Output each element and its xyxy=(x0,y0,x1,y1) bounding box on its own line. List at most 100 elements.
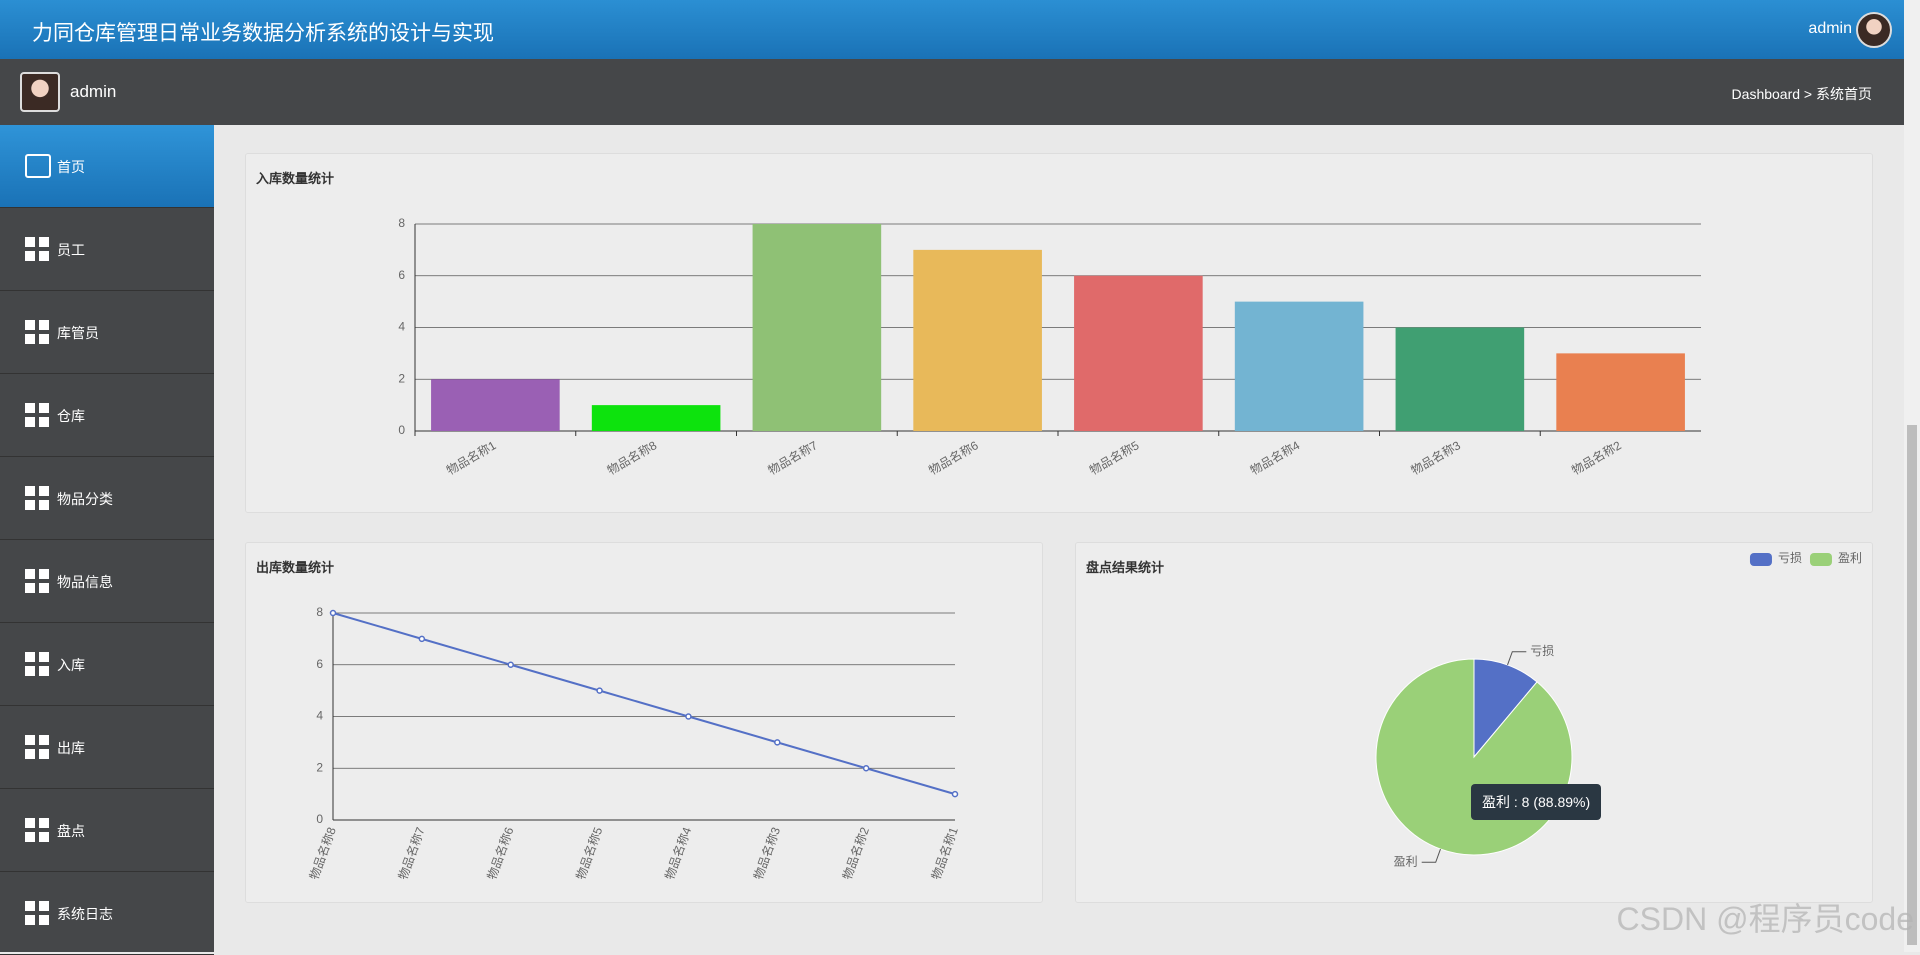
point xyxy=(951,790,959,798)
x-tick-label: 物品名称1 xyxy=(928,825,961,882)
menu-label: 物品信息 xyxy=(57,574,113,590)
menu-label: 物品分类 xyxy=(57,491,113,507)
sub-bar: admin Dashboard > 系统首页 xyxy=(0,59,1904,125)
y-tick-label: 4 xyxy=(316,709,323,723)
point xyxy=(685,713,692,720)
user-name: admin xyxy=(70,82,117,101)
menu-item[interactable]: 盘点 xyxy=(0,789,214,872)
x-tick-label: 物品名称4 xyxy=(661,825,694,882)
point xyxy=(418,635,426,643)
point xyxy=(507,661,514,668)
x-tick-label: 物品名称7 xyxy=(395,825,428,882)
y-tick-label: 8 xyxy=(398,216,405,230)
legend-swatch xyxy=(1749,553,1772,566)
panel: 出库数量统计 xyxy=(245,542,1043,903)
menu-label: 入库 xyxy=(57,657,85,673)
menu-icon xyxy=(25,237,49,261)
x-tick-label: 物品名称8 xyxy=(306,825,339,882)
avatar[interactable] xyxy=(1856,12,1892,48)
menu-item[interactable]: 库管员 xyxy=(0,291,214,374)
bar xyxy=(431,379,560,431)
menu-item[interactable]: 物品分类 xyxy=(0,457,214,540)
x-tick-label: 物品名称3 xyxy=(750,825,783,882)
pie-label: 盈利 xyxy=(1394,854,1418,868)
menu-icon xyxy=(25,569,49,593)
point xyxy=(774,739,781,746)
menu-item[interactable]: 物品信息 xyxy=(0,540,214,623)
scrollbar[interactable] xyxy=(1904,0,1920,952)
panel-title: 出库数量统计 xyxy=(256,560,335,575)
x-tick-label: 物品名称5 xyxy=(1087,437,1142,477)
menu-label: 盘点 xyxy=(57,823,85,839)
x-tick-label: 物品名称6 xyxy=(926,437,981,477)
app-title: 力同仓库管理日常业务数据分析系统的设计与实现 xyxy=(32,22,494,45)
leader-line xyxy=(1421,848,1441,863)
x-tick-label: 物品名称2 xyxy=(1569,437,1624,477)
point xyxy=(329,609,337,617)
y-tick-label: 0 xyxy=(398,423,405,437)
menu-label: 仓库 xyxy=(57,408,85,424)
pie-slice xyxy=(1473,658,1538,759)
panel-title: 盘点结果统计 xyxy=(1086,560,1165,575)
tooltip: 盈利 : 8 (88.89%) xyxy=(1471,784,1602,820)
y-tick-label: 4 xyxy=(398,320,405,334)
x-tick-label: 物品名称1 xyxy=(444,437,499,477)
y-tick-label: 6 xyxy=(398,268,405,282)
point xyxy=(596,687,603,694)
x-tick-label: 物品名称5 xyxy=(573,825,606,882)
bar xyxy=(752,224,882,431)
bar xyxy=(1234,301,1364,431)
y-tick-label: 2 xyxy=(398,371,405,385)
pie-label: 亏损 xyxy=(1530,644,1554,658)
menu-label: 出库 xyxy=(57,740,85,756)
scroll-thumb[interactable] xyxy=(1907,425,1917,945)
x-tick-label: 物品名称7 xyxy=(765,437,820,477)
menu-icon xyxy=(25,901,49,925)
sidebar: 首页员工库管员仓库物品分类物品信息入库出库盘点系统日志 xyxy=(0,125,214,955)
menu-item[interactable]: 员工 xyxy=(0,208,214,291)
bar xyxy=(591,405,721,431)
menu-icon xyxy=(25,403,49,427)
breadcrumb[interactable]: Dashboard > 系统首页 xyxy=(1731,86,1872,102)
menu-item[interactable]: 出库 xyxy=(0,706,214,789)
x-tick-label: 物品名称4 xyxy=(1247,437,1302,477)
menu-icon xyxy=(25,818,49,842)
y-tick-label: 2 xyxy=(316,760,323,774)
x-tick-label: 物品名称6 xyxy=(484,825,517,882)
top-bar: 力同仓库管理日常业务数据分析系统的设计与实现 admin xyxy=(0,0,1920,59)
panel: 入库数量统计 xyxy=(245,153,1873,513)
legend-label: 亏损 xyxy=(1778,551,1802,565)
legend-swatch xyxy=(1809,553,1832,566)
legend-label: 盈利 xyxy=(1838,551,1862,565)
leader-line xyxy=(1507,651,1527,666)
panel-title: 入库数量统计 xyxy=(256,171,335,186)
line xyxy=(332,612,956,796)
bar xyxy=(1074,275,1203,431)
menu-icon xyxy=(25,652,49,676)
menu-icon xyxy=(25,154,51,178)
menu-icon xyxy=(25,735,49,759)
y-tick-label: 6 xyxy=(316,657,323,671)
menu-label: 系统日志 xyxy=(57,906,113,922)
avatar xyxy=(20,72,60,112)
watermark: CSDN @程序员code xyxy=(1616,901,1914,937)
x-tick-label: 物品名称2 xyxy=(839,825,872,882)
pie-slice xyxy=(1375,658,1573,856)
bar xyxy=(913,249,1042,431)
y-tick-label: 8 xyxy=(316,605,323,619)
point xyxy=(862,765,870,772)
bar xyxy=(1556,353,1685,431)
menu-item[interactable]: 首页 xyxy=(0,125,214,208)
x-tick-label: 物品名称3 xyxy=(1408,437,1463,477)
y-tick-label: 0 xyxy=(316,812,323,826)
user-name[interactable]: admin xyxy=(1808,20,1852,37)
menu-icon xyxy=(25,320,49,344)
menu-label: 库管员 xyxy=(57,325,99,341)
menu-label: 首页 xyxy=(57,159,85,175)
menu-item[interactable]: 入库 xyxy=(0,623,214,706)
x-tick-label: 物品名称8 xyxy=(604,437,659,477)
menu-item[interactable]: 仓库 xyxy=(0,374,214,457)
bar xyxy=(1395,327,1525,431)
